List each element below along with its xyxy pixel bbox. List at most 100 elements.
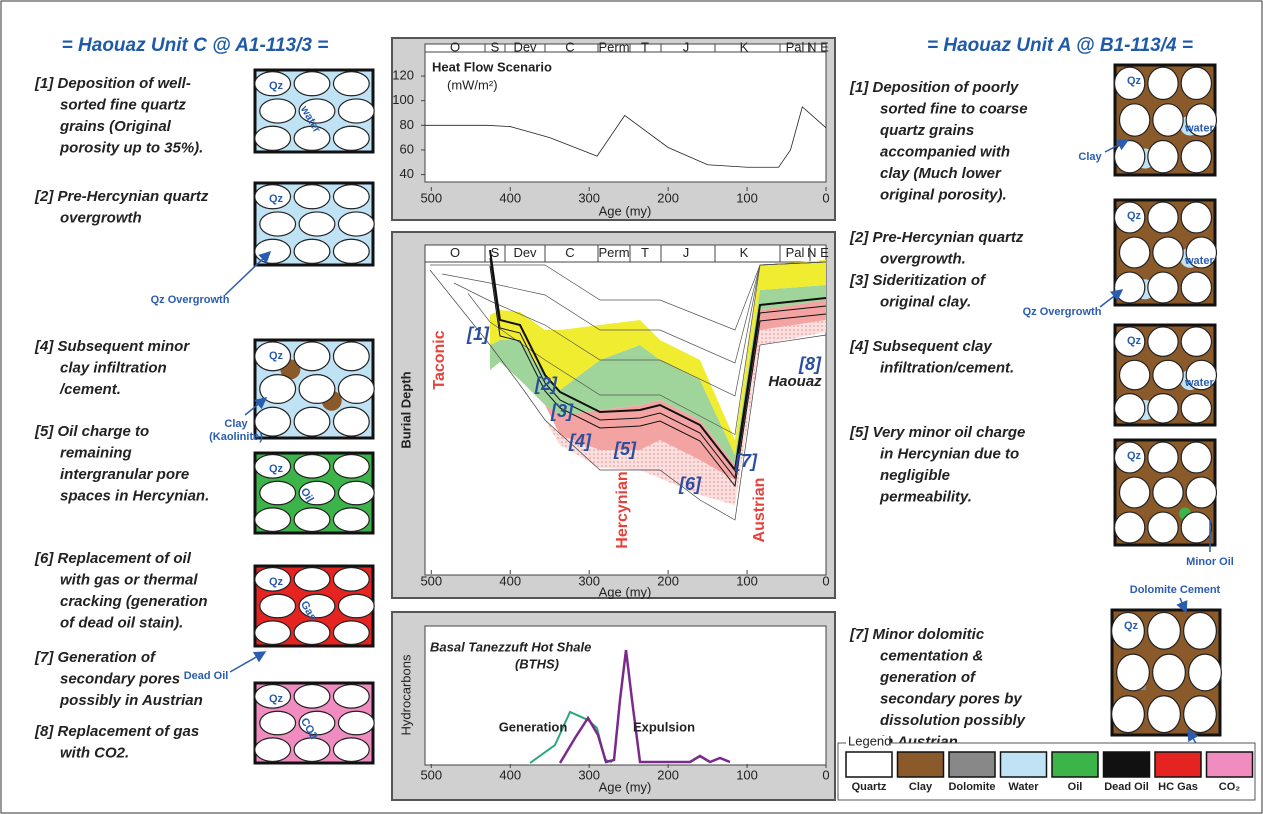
x-tick-label: 500 bbox=[420, 190, 442, 205]
grain-label: Qz bbox=[269, 193, 284, 205]
grain bbox=[294, 185, 330, 209]
y-tick-label: 40 bbox=[400, 166, 414, 181]
annotation: [3] bbox=[550, 401, 574, 421]
grain-label: Qz bbox=[269, 350, 284, 362]
step-text: [2] Pre-Hercynian quartz bbox=[34, 188, 209, 205]
period-label: Perm bbox=[598, 39, 629, 54]
callout: Qz Overgrowth bbox=[1023, 306, 1102, 318]
grain bbox=[1181, 394, 1211, 423]
grain bbox=[299, 212, 335, 236]
step-text: secondary pores by bbox=[880, 690, 1022, 707]
step-text: [7] Minor dolomitic bbox=[849, 626, 985, 643]
x-tick-label: 300 bbox=[578, 767, 600, 782]
grain bbox=[1181, 140, 1211, 172]
callout-arrow bbox=[230, 652, 265, 672]
grain bbox=[1115, 394, 1145, 423]
grain bbox=[1184, 612, 1217, 649]
panel-title: = Haouaz Unit A @ B1-113/4 = bbox=[927, 35, 1193, 56]
grain bbox=[1184, 696, 1217, 733]
step-text: dissolution possibly bbox=[880, 712, 1026, 729]
legend-title: Legend bbox=[848, 733, 891, 748]
callout: Dolomite Cement bbox=[1130, 584, 1221, 596]
grain bbox=[333, 738, 369, 762]
x-tick-label: 200 bbox=[657, 573, 679, 588]
grain bbox=[1115, 512, 1145, 543]
x-tick-label: 400 bbox=[499, 767, 521, 782]
callout: Minor Oil bbox=[1186, 556, 1234, 568]
grain bbox=[294, 568, 330, 592]
grain bbox=[1148, 67, 1178, 99]
period-label: K bbox=[740, 39, 749, 54]
step-text: sorted fine quartz bbox=[60, 96, 186, 113]
grain bbox=[333, 568, 369, 592]
step-text: remaining bbox=[60, 444, 132, 461]
grain bbox=[260, 481, 296, 505]
step-text: [1] Deposition of poorly bbox=[849, 79, 1019, 96]
period-label: T bbox=[641, 39, 649, 54]
fluid-label: water bbox=[1184, 123, 1214, 135]
callout: Qz Overgrowth bbox=[151, 294, 230, 306]
grain bbox=[1153, 360, 1183, 389]
y-axis-title: Burial Depth bbox=[398, 371, 413, 448]
legend-swatch bbox=[898, 752, 944, 777]
step-text: grains (Original bbox=[59, 118, 172, 135]
legend-swatch bbox=[1207, 752, 1253, 777]
period-label: Dev bbox=[513, 39, 537, 54]
period-label: Perm bbox=[598, 245, 629, 260]
step-text: [8] Replacement of gas bbox=[34, 723, 199, 740]
x-tick-label: 500 bbox=[420, 767, 442, 782]
step-text: [6] Replacement of oil bbox=[34, 550, 192, 567]
step-text: [5] Very minor oil charge bbox=[849, 424, 1025, 441]
y-tick-label: 80 bbox=[400, 117, 414, 132]
step-text: sorted fine to coarse bbox=[880, 100, 1028, 117]
callout: (Kaolinite) bbox=[209, 431, 263, 443]
step-text: porosity up to 35%). bbox=[59, 139, 203, 156]
grain bbox=[1117, 654, 1150, 691]
annotation: [4] bbox=[568, 431, 592, 451]
period-label: K bbox=[740, 245, 749, 260]
step-text: clay (Much lower bbox=[880, 165, 1002, 182]
legend-swatch bbox=[949, 752, 995, 777]
period-label: N E bbox=[807, 39, 829, 54]
step-text: cracking (generation bbox=[60, 593, 208, 610]
legend-swatch bbox=[1155, 752, 1201, 777]
grain bbox=[333, 126, 369, 150]
period-label: N E bbox=[807, 245, 829, 260]
grain bbox=[294, 239, 330, 263]
legend-label: Dolomite bbox=[948, 781, 995, 793]
x-tick-label: 0 bbox=[822, 767, 829, 782]
period-label: J bbox=[683, 245, 690, 260]
chart-unit: (mW/m²) bbox=[447, 77, 498, 92]
step-text: [2] Pre-Hercynian quartz bbox=[849, 229, 1024, 246]
event-label: Taconic bbox=[431, 330, 448, 389]
grain bbox=[1189, 654, 1222, 691]
grain bbox=[1148, 612, 1181, 649]
grain bbox=[333, 72, 369, 96]
step-text: original clay. bbox=[880, 293, 971, 310]
period-label: Pal bbox=[786, 39, 805, 54]
grain bbox=[294, 455, 330, 479]
grain bbox=[1148, 272, 1178, 303]
legend-label: Water bbox=[1008, 781, 1039, 793]
grain bbox=[333, 621, 369, 645]
grain bbox=[1181, 272, 1211, 303]
grain bbox=[1181, 327, 1211, 356]
step-text: overgrowth bbox=[60, 209, 142, 226]
grain bbox=[1186, 477, 1216, 508]
step-text: /cement. bbox=[59, 381, 121, 398]
step-text: [4] Subsequent clay bbox=[849, 338, 992, 355]
x-axis-title: Age (my) bbox=[599, 584, 652, 599]
step-text: [1] Deposition of well- bbox=[34, 75, 191, 92]
annotation: [8] bbox=[798, 354, 822, 374]
chart-title: Heat Flow Scenario bbox=[432, 59, 552, 74]
step-text: original porosity). bbox=[880, 186, 1007, 203]
grain bbox=[1148, 696, 1181, 733]
grain bbox=[1148, 202, 1178, 233]
grain-label: Qz bbox=[269, 693, 284, 705]
callout-arrow bbox=[225, 252, 270, 295]
y-tick-label: 100 bbox=[392, 92, 414, 107]
annotation: [6] bbox=[678, 474, 702, 494]
grain bbox=[1115, 272, 1145, 303]
step-text: quartz grains bbox=[880, 122, 974, 139]
grain bbox=[255, 738, 291, 762]
